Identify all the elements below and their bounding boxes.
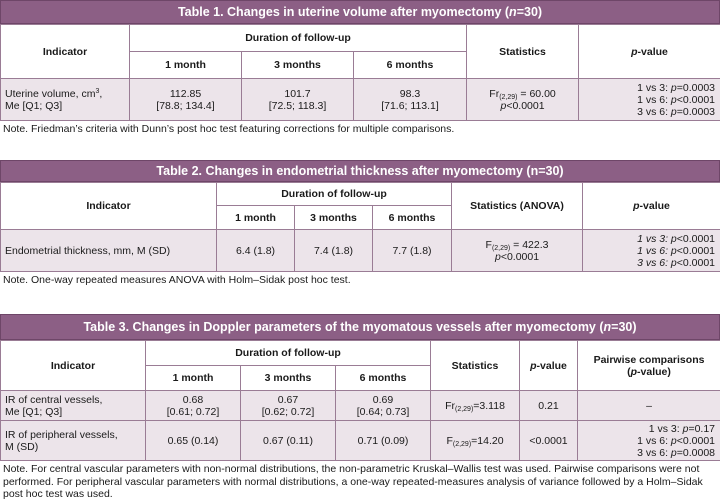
table-3: Table 3. Changes in Doppler parameters o… (0, 314, 720, 501)
cell-6-months: 0.71 (0.09) (334, 420, 432, 461)
cell-p-values: 1 vs 3: p<0.0001 1 vs 6: p<0.0001 3 vs 6… (582, 229, 720, 272)
table-2-title: Table 2. Changes in endometrial thicknes… (0, 160, 720, 182)
cell-6-months: 0.69 [0.64; 0.73] (334, 390, 432, 421)
header-statistics: Statistics (466, 24, 580, 79)
cell-3-months: 101.7 [72.5; 118.3] (241, 78, 354, 121)
header-statistics: Statistics (ANOVA) (451, 182, 584, 230)
cell-3-months: 0.67 (0.11) (240, 420, 336, 461)
header-3-months: 3 months (241, 51, 354, 79)
table-row: IR of peripheral vessels, M (SD) 0.65 (0… (0, 420, 720, 461)
cell-1-month: 6.4 (1.8) (216, 229, 295, 272)
cell-3-months: 0.67 [0.62; 0.72] (240, 390, 336, 421)
header-1-month: 1 month (145, 365, 241, 391)
table-1-grid: Indicator Duration of follow-up Statisti… (0, 24, 720, 121)
row-label-central-vessels: IR of central vessels, Me [Q1; Q3] (0, 390, 146, 421)
header-p-value: p-value (578, 24, 720, 79)
cell-statistics: F(2,29)=14.20 (430, 420, 521, 461)
header-duration: Duration of follow-up (215, 182, 453, 206)
header-duration: Duration of follow-up (144, 340, 432, 366)
header-indicator: Indicator (0, 182, 217, 230)
table-2-note: Note. One-way repeated measures ANOVA wi… (3, 274, 351, 286)
row-label-peripheral-vessels: IR of peripheral vessels, M (SD) (0, 420, 146, 461)
header-6-months: 6 months (352, 51, 468, 79)
header-indicator: Indicator (0, 24, 130, 79)
header-6-months: 6 months (371, 205, 453, 230)
table-3-title: Table 3. Changes in Doppler parameters o… (0, 314, 720, 340)
table-row: IR of central vessels, Me [Q1; Q3] 0.68[… (0, 390, 720, 421)
table-1: Table 1. Changes in uterine volume after… (0, 0, 720, 136)
header-3-months: 3 months (240, 365, 336, 391)
header-indicator: Indicator (0, 340, 146, 391)
cell-statistics: Fr(2,29) = 60.00 p<0.0001 (466, 78, 580, 121)
cell-6-months: 98.3 [71.6; 113.1] (352, 78, 468, 121)
row-label-uterine-volume: Uterine volume, cm3, Me [Q1; Q3] (0, 78, 130, 121)
cell-1-month: 112.85 [78.8; 134.4] (129, 78, 242, 121)
cell-3-months: 7.4 (1.8) (294, 229, 373, 272)
header-pairwise-comparisons: Pairwise comparisons (p-value) (577, 340, 720, 391)
cell-1-month: 0.68 [0.61; 0.72] (145, 390, 241, 421)
header-p-value: p-value (519, 340, 579, 391)
row-label-endometrial-thickness: Endometrial thickness, mm, M (SD) (0, 229, 217, 272)
table-3-note: Note. For central vascular parameters wi… (3, 463, 703, 500)
table-2: Table 2. Changes in endometrial thicknes… (0, 160, 720, 287)
cell-statistics: Fr(2,29)=3.118 (430, 390, 521, 421)
header-1-month: 1 month (216, 205, 295, 230)
table-row: Uterine volume, cm3, Me [Q1; Q3] 112.85[… (0, 78, 720, 121)
header-1-month: 1 month (129, 51, 242, 79)
cell-pairwise: 1 vs 3: p=0.17 1 vs 6: p<0.0001 3 vs 6: … (577, 420, 720, 461)
cell-p-value: 0.21 (519, 390, 579, 421)
table-row: Endometrial thickness, mm, M (SD) 6.4 (1… (0, 229, 720, 272)
header-3-months: 3 months (294, 205, 373, 230)
header-p-value: p-value (582, 182, 720, 230)
header-statistics: Statistics (430, 340, 521, 391)
cell-statistics: F(2,29) = 422.3 p<0.0001 (451, 229, 584, 272)
cell-1-month: 0.65 (0.14) (145, 420, 241, 461)
header-6-months: 6 months (334, 365, 432, 391)
cell-6-months: 7.7 (1.8) (371, 229, 453, 272)
cell-p-value: <0.0001 (519, 420, 579, 461)
table-2-grid: Indicator Duration of follow-up Statisti… (0, 182, 720, 272)
cell-pairwise: – (577, 390, 720, 421)
table-1-note: Note. Friedman’s criteria with Dunn’s po… (3, 123, 455, 135)
cell-p-values: 1 vs 3: p=0.0003 1 vs 6: p<0.0001 3 vs 6… (578, 78, 720, 121)
table-3-grid: Indicator Duration of follow-up Statisti… (0, 340, 720, 461)
header-duration: Duration of follow-up (128, 24, 468, 52)
table-1-title: Table 1. Changes in uterine volume after… (0, 0, 720, 24)
